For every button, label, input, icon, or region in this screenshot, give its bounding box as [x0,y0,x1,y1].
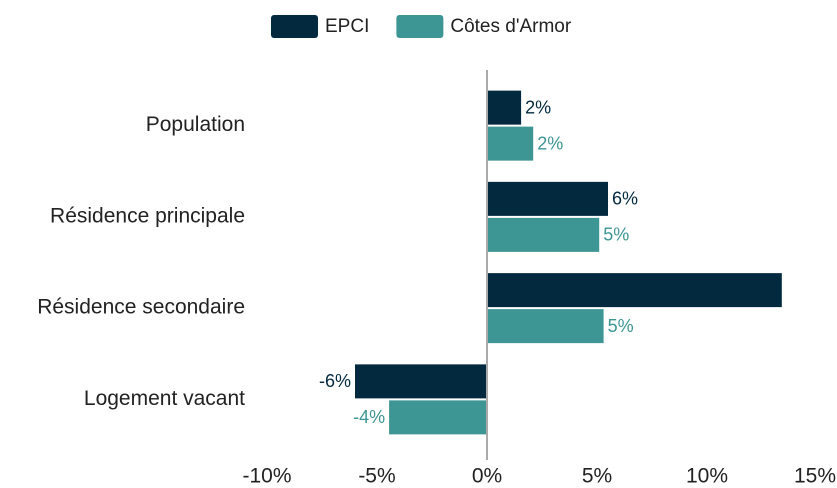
legend-swatch [271,15,318,38]
data-label: 5% [603,225,629,245]
x-tick-label: -10% [242,465,291,488]
bar [487,181,608,216]
x-tick-label: -5% [358,465,395,488]
category-label: Résidence principale [50,204,245,227]
legend-label: EPCI [325,16,369,37]
bar [355,364,487,399]
data-label: -6% [319,371,351,391]
bar [487,309,604,344]
legend-swatch [396,15,444,38]
bar [487,126,534,161]
x-tick-label: 15% [794,465,836,488]
category-label: Logement vacant [84,387,245,410]
bar [487,273,782,308]
bar [487,90,522,125]
x-tick-label: 10% [686,465,728,488]
data-label: 2% [525,97,551,117]
category-label: Résidence secondaire [37,296,245,319]
x-tick-label: 5% [582,465,612,488]
bar [389,400,487,435]
data-label: 5% [608,316,634,336]
x-tick-label: 0% [472,465,502,488]
data-label: -4% [353,407,385,427]
data-label: 2% [537,133,563,153]
legend-label: Côtes d'Armor [450,16,572,37]
bar [487,217,600,252]
category-label: Population [146,113,245,136]
data-label: 6% [612,189,638,209]
